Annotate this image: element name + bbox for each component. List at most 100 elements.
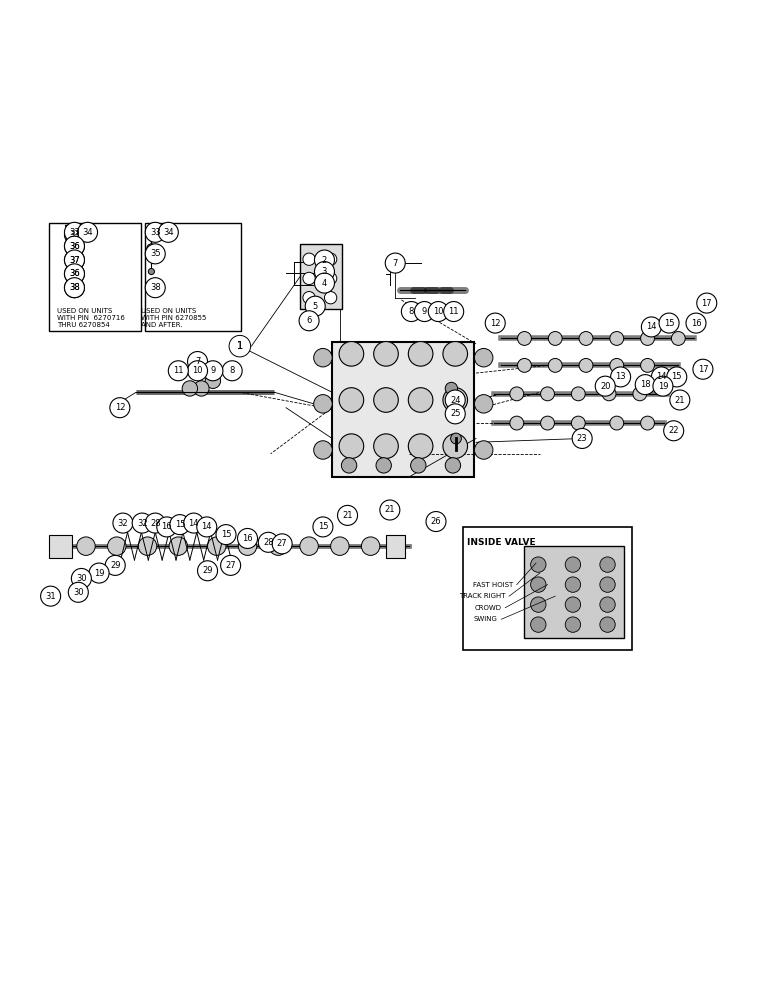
Text: 30: 30 — [76, 574, 86, 583]
Text: 16: 16 — [691, 319, 701, 328]
Text: 27: 27 — [225, 561, 236, 570]
Circle shape — [667, 367, 687, 387]
Text: 37: 37 — [69, 256, 80, 265]
Circle shape — [548, 332, 562, 345]
Circle shape — [641, 332, 655, 345]
Text: 32: 32 — [117, 519, 128, 528]
Circle shape — [313, 441, 332, 459]
Circle shape — [65, 278, 84, 298]
Circle shape — [269, 537, 287, 555]
Circle shape — [305, 296, 325, 316]
Circle shape — [530, 577, 546, 592]
Text: 14: 14 — [188, 519, 199, 528]
Circle shape — [693, 359, 713, 379]
Circle shape — [686, 313, 706, 333]
Circle shape — [65, 278, 84, 298]
Circle shape — [324, 272, 337, 285]
Circle shape — [168, 361, 188, 381]
FancyBboxPatch shape — [49, 223, 141, 331]
Text: 19: 19 — [658, 382, 669, 391]
Circle shape — [314, 250, 334, 270]
Circle shape — [445, 458, 461, 473]
FancyBboxPatch shape — [332, 342, 475, 477]
Text: 30: 30 — [73, 588, 83, 597]
Text: 12: 12 — [114, 403, 125, 412]
Circle shape — [65, 264, 84, 284]
Circle shape — [635, 375, 655, 395]
Text: 36: 36 — [69, 269, 80, 278]
Circle shape — [579, 332, 593, 345]
Text: 35: 35 — [150, 249, 161, 258]
Circle shape — [444, 302, 464, 322]
Circle shape — [273, 534, 292, 554]
Text: 33: 33 — [150, 228, 161, 237]
Text: 17: 17 — [702, 299, 712, 308]
Circle shape — [194, 381, 209, 396]
Text: INSIDE VALVE: INSIDE VALVE — [467, 538, 536, 547]
Circle shape — [540, 387, 554, 401]
Circle shape — [445, 404, 466, 424]
Circle shape — [41, 586, 61, 606]
Text: 28: 28 — [263, 538, 273, 547]
Circle shape — [341, 458, 357, 473]
Circle shape — [65, 236, 84, 256]
Text: 29: 29 — [202, 566, 213, 575]
Circle shape — [486, 313, 505, 333]
Circle shape — [610, 358, 624, 372]
Circle shape — [65, 222, 84, 242]
Circle shape — [157, 517, 177, 537]
Text: 34: 34 — [83, 228, 93, 237]
Text: 33: 33 — [69, 228, 80, 237]
Circle shape — [313, 395, 332, 413]
Text: 29: 29 — [110, 561, 120, 570]
Text: 5: 5 — [313, 302, 318, 311]
Text: 4: 4 — [322, 279, 327, 288]
Circle shape — [76, 537, 95, 555]
Circle shape — [408, 342, 433, 366]
Circle shape — [337, 505, 357, 525]
Text: 38: 38 — [69, 283, 80, 292]
Circle shape — [475, 395, 493, 413]
Circle shape — [89, 563, 109, 583]
Text: 36: 36 — [69, 242, 80, 251]
Circle shape — [572, 428, 592, 448]
Circle shape — [208, 537, 226, 555]
Circle shape — [216, 525, 236, 545]
Circle shape — [339, 342, 364, 366]
Circle shape — [670, 390, 690, 410]
Circle shape — [540, 416, 554, 430]
Circle shape — [113, 513, 133, 533]
Circle shape — [428, 302, 449, 322]
FancyBboxPatch shape — [386, 535, 405, 558]
Text: 12: 12 — [490, 319, 500, 328]
Circle shape — [672, 332, 686, 345]
Text: SWING: SWING — [474, 616, 497, 622]
Circle shape — [610, 416, 624, 430]
Text: 22: 22 — [669, 426, 679, 435]
Circle shape — [443, 342, 468, 366]
Circle shape — [664, 421, 684, 441]
Circle shape — [415, 302, 435, 322]
Text: 7: 7 — [195, 357, 200, 366]
Text: 15: 15 — [664, 319, 674, 328]
Circle shape — [303, 292, 315, 304]
Circle shape — [132, 513, 152, 533]
Circle shape — [517, 358, 531, 372]
Circle shape — [188, 352, 208, 372]
Circle shape — [411, 458, 426, 473]
Circle shape — [229, 335, 251, 357]
Text: 9: 9 — [422, 307, 427, 316]
Circle shape — [188, 361, 208, 381]
Text: 16: 16 — [242, 534, 253, 543]
Circle shape — [303, 253, 315, 265]
Circle shape — [426, 512, 446, 532]
FancyBboxPatch shape — [300, 244, 342, 309]
FancyBboxPatch shape — [145, 223, 242, 331]
Text: 37: 37 — [69, 256, 80, 265]
Circle shape — [633, 387, 647, 401]
Circle shape — [361, 537, 380, 555]
Circle shape — [475, 441, 493, 459]
Circle shape — [385, 253, 405, 273]
Text: 25: 25 — [450, 409, 460, 418]
Circle shape — [145, 513, 165, 533]
